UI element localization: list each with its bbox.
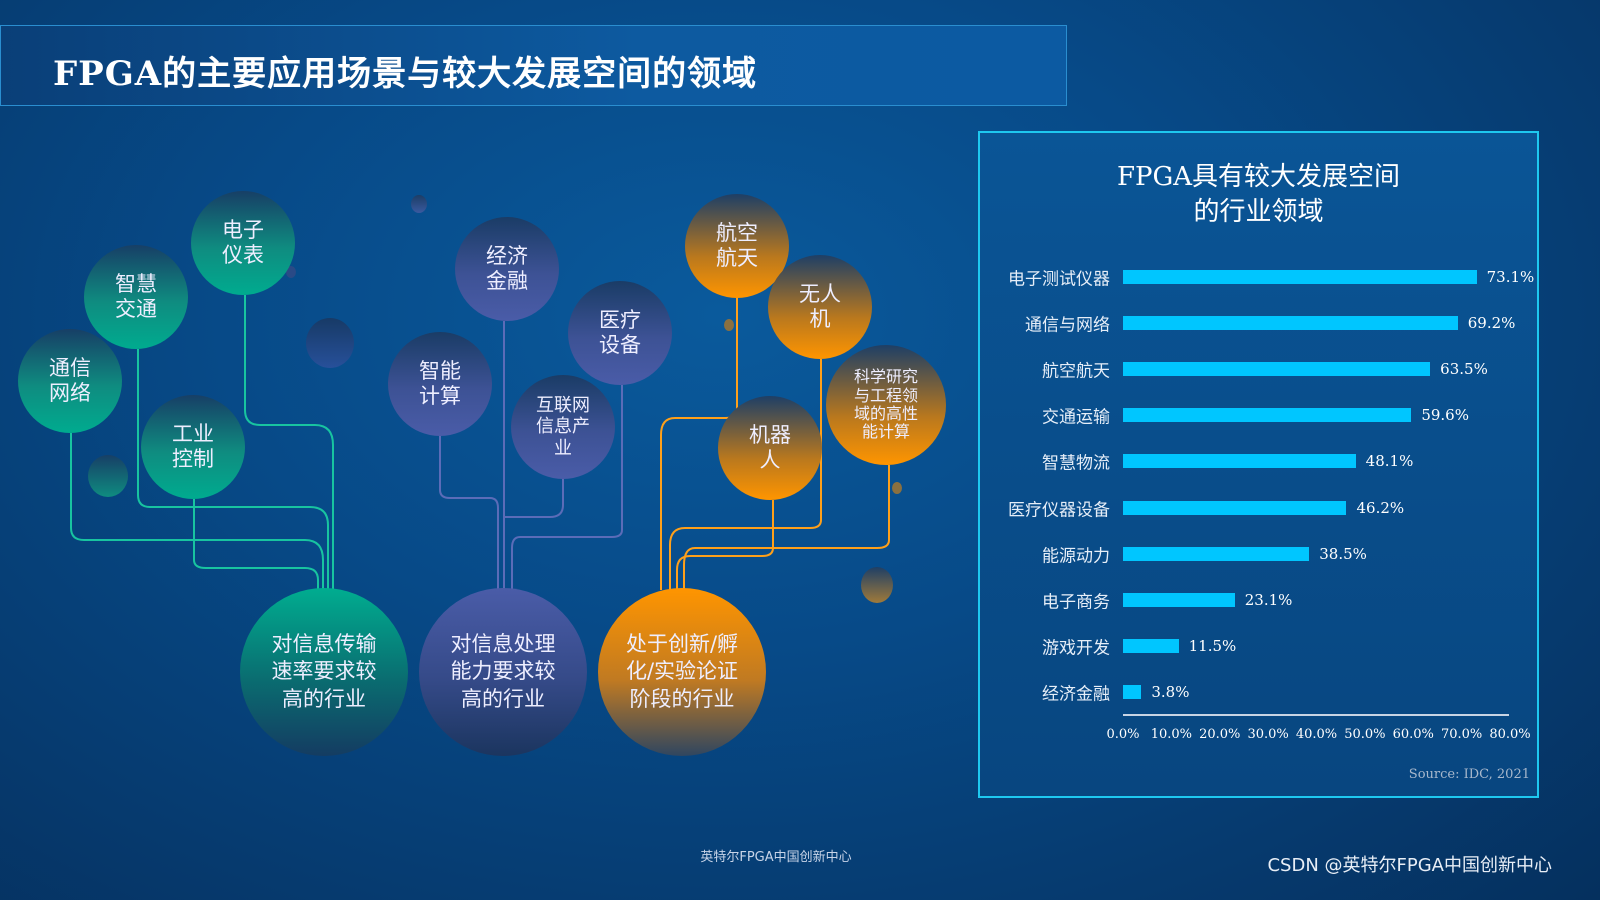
node-smart-computing: 智能 计算	[388, 332, 492, 436]
purple-connectors	[439, 321, 623, 590]
node-drone: 无人 机	[768, 255, 872, 359]
green-connectors	[70, 295, 334, 590]
bar	[1123, 592, 1235, 607]
title-bar: FPGA的主要应用场景与较大发展空间的领域	[0, 25, 1067, 106]
category-label: 经济金融	[1042, 684, 1110, 705]
x-tick-label: 40.0%	[1295, 727, 1338, 742]
category-label: 交通运输	[1042, 407, 1110, 428]
category-label: 游戏开发	[1042, 638, 1110, 659]
value-label: 73.1%	[1486, 268, 1535, 286]
category-label: 电子测试仪器	[1008, 269, 1110, 290]
node-aerospace: 航空 航天	[685, 194, 789, 298]
footer-text: 英特尔FPGA中国创新中心	[700, 850, 852, 865]
value-label: 38.5%	[1319, 544, 1367, 563]
x-tick-label: 0.0%	[1106, 727, 1140, 742]
x-tick-label: 80.0%	[1489, 727, 1531, 742]
decorative-dot	[411, 195, 427, 213]
value-label: 63.5%	[1440, 360, 1488, 379]
page-title: FPGA的主要应用场景与较大发展空间的领域	[53, 54, 758, 94]
bar	[1123, 362, 1431, 377]
category-label: 电子商务	[1042, 592, 1110, 613]
x-tick-label: 20.0%	[1199, 727, 1241, 742]
decorative-dot	[724, 319, 734, 331]
node-industrial-control: 工业 控制	[141, 395, 245, 499]
category-label: 智慧物流	[1042, 453, 1110, 474]
node-medical-equipment: 医疗 设备	[568, 281, 672, 385]
bar	[1123, 408, 1412, 423]
decorative-dot	[892, 482, 902, 494]
node-smart-traffic: 智慧 交通	[84, 245, 188, 349]
group-processing-capability: 对信息处理 能力要求较 高的行业	[419, 588, 587, 756]
group-innovation-stage: 处于创新/孵 化/实验论证 阶段的行业	[598, 588, 766, 756]
node-robot: 机器 人	[718, 396, 822, 500]
value-label: 59.6%	[1421, 406, 1469, 425]
bar	[1123, 270, 1477, 284]
decorative-dot	[861, 567, 893, 603]
value-label: 3.8%	[1151, 682, 1190, 701]
chart-source: Source: IDC, 2021	[1408, 767, 1530, 782]
node-internet-industry: 互联网 信息产 业	[511, 375, 615, 479]
x-tick-label: 70.0%	[1440, 727, 1483, 742]
x-tick-label: 10.0%	[1150, 727, 1193, 742]
value-label: 23.1%	[1244, 590, 1293, 609]
watermark: CSDN @英特尔FPGA中国创新中心	[1267, 855, 1552, 876]
group-transmission-rate: 对信息传输 速率要求较 高的行业	[240, 588, 408, 756]
decorative-dot	[286, 266, 296, 278]
value-label: 11.5%	[1188, 636, 1237, 655]
category-label: 能源动力	[1042, 546, 1110, 567]
value-label: 69.2%	[1467, 314, 1516, 333]
bar	[1123, 546, 1310, 561]
node-electronic-instruments: 电子 仪表	[191, 191, 295, 295]
x-tick-label: 60.0%	[1392, 727, 1434, 742]
bar	[1123, 500, 1347, 515]
x-tick-label: 50.0%	[1344, 727, 1386, 742]
bar	[1123, 454, 1356, 469]
decorative-dot	[88, 455, 128, 497]
category-label: 通信与网络	[1025, 315, 1110, 336]
node-communication-network: 通信 网络	[18, 329, 122, 433]
category-label: 医疗仪器设备	[1008, 500, 1110, 520]
category-label: 航空航天	[1042, 361, 1110, 382]
bar	[1123, 638, 1179, 653]
x-tick-label: 30.0%	[1247, 727, 1289, 742]
node-scientific-computing: 科学研究 与工程领 域的高性 能计算	[826, 345, 946, 465]
node-finance: 经济 金融	[455, 217, 559, 321]
chart-title: FPGA具有较大发展空间 的行业领域	[1116, 162, 1401, 228]
x-axis-line	[1123, 714, 1509, 716]
bar	[1123, 684, 1142, 699]
decorative-dot	[306, 318, 354, 368]
value-label: 48.1%	[1365, 452, 1414, 471]
bar	[1123, 316, 1458, 331]
value-label: 46.2%	[1356, 498, 1405, 517]
